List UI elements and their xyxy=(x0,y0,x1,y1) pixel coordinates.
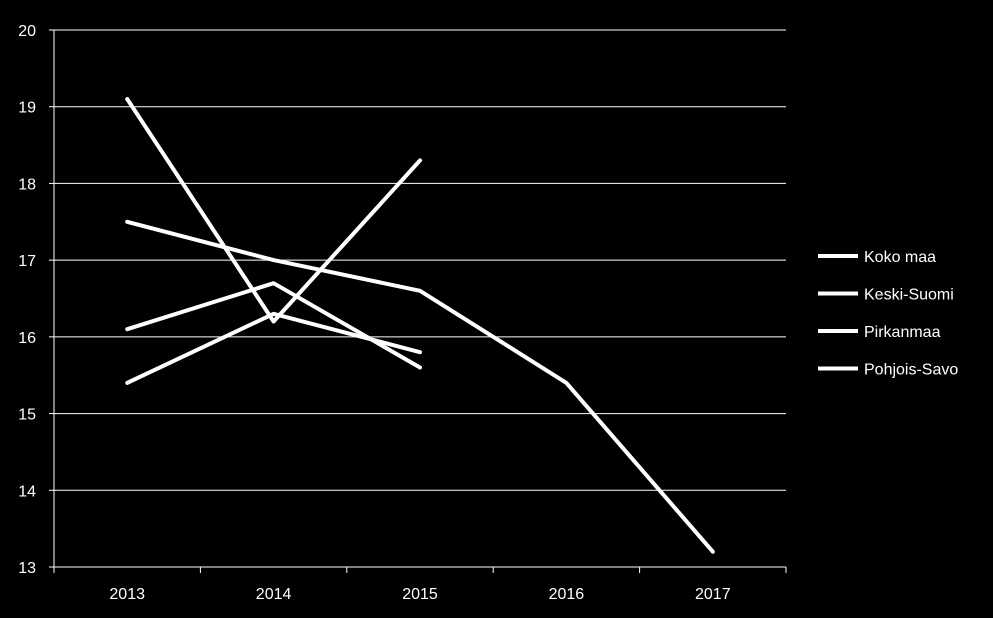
y-tick-label: 14 xyxy=(18,483,36,500)
x-tick-label: 2017 xyxy=(695,586,731,603)
legend: Koko maa Keski-Suomi Pirkanmaa Pohjois-Savo xyxy=(818,249,958,379)
series-line-keski-suomi xyxy=(125,97,422,324)
y-tick-label: 16 xyxy=(18,330,36,347)
legend-label: Koko maa xyxy=(864,249,936,266)
legend-label: Keski-Suomi xyxy=(864,287,954,304)
x-tick-label: 2014 xyxy=(256,586,292,603)
series-line-pohjois-savo xyxy=(125,311,422,385)
legend-label: Pirkanmaa xyxy=(864,324,941,341)
y-tick-label: 18 xyxy=(18,176,36,193)
y-tick-label: 20 xyxy=(18,23,36,40)
x-tick-label: 2015 xyxy=(402,586,438,603)
x-tick-label: 2016 xyxy=(549,586,585,603)
y-axis-tick-labels: 13 14 15 16 17 18 19 20 xyxy=(18,23,36,577)
series-line-koko-maa xyxy=(125,219,715,554)
series-lines xyxy=(125,97,715,554)
y-tick-label: 15 xyxy=(18,407,36,424)
x-axis-tick-labels: 2013 2014 2015 2016 2017 xyxy=(109,586,730,603)
legend-item: Keski-Suomi xyxy=(818,287,954,304)
y-tick-label: 13 xyxy=(18,560,36,577)
legend-item: Koko maa xyxy=(818,249,936,266)
legend-item: Pirkanmaa xyxy=(818,324,941,341)
series-line-pirkanmaa xyxy=(125,281,422,370)
x-tick-label: 2013 xyxy=(109,586,145,603)
legend-item: Pohjois-Savo xyxy=(818,362,958,379)
y-tick-label: 19 xyxy=(18,100,36,117)
axes xyxy=(49,29,787,573)
grid-lines xyxy=(54,29,786,491)
legend-label: Pohjois-Savo xyxy=(864,362,958,379)
y-tick-label: 17 xyxy=(18,253,36,270)
